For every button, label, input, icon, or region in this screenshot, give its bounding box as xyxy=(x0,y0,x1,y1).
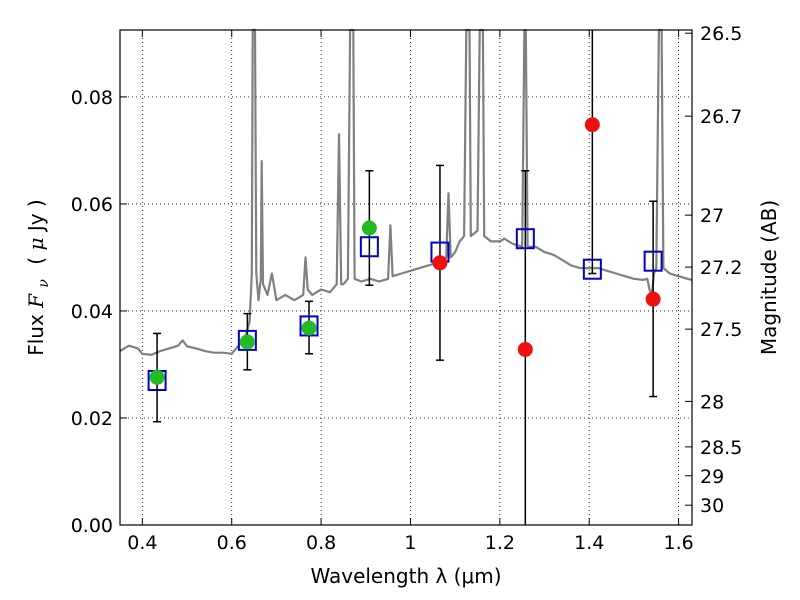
y-axis-title-open: ( xyxy=(24,251,48,265)
x-tick-label: 1.2 xyxy=(485,532,515,554)
marker-layer xyxy=(147,117,663,392)
y-axis-title: Flux F ν ( μ Jy ) xyxy=(24,199,53,356)
x-tick-label: 1 xyxy=(404,532,416,554)
y-tick-label: 0.06 xyxy=(71,194,113,216)
y-axis-title-var: F xyxy=(24,293,48,309)
y-tick-label: 0.00 xyxy=(71,515,113,537)
model-photometry-square xyxy=(643,250,663,272)
errorbar-layer xyxy=(153,30,658,525)
spectrum-layer xyxy=(119,28,693,356)
y-axis-title-unit: Jy ) xyxy=(24,199,48,233)
tick-layer: 0.4 0.6 0.8 1 1.2 1.4 1.6 0.00 0.02 0.04 0.06 0.08 2… xyxy=(71,23,743,554)
model-spectrum-line xyxy=(119,28,693,356)
y2-tick-label: 27.2 xyxy=(700,257,742,279)
x-tick-label: 1.4 xyxy=(574,532,604,554)
y-tick-label: 0.04 xyxy=(71,301,113,323)
observed-flux-point xyxy=(361,220,377,236)
observed-flux-point xyxy=(517,341,533,357)
y-tick-label: 0.08 xyxy=(71,87,113,109)
y2-axis-title: Magnitude (AB) xyxy=(757,200,781,355)
x-tick-label: 0.6 xyxy=(217,532,247,554)
model-photometry-square xyxy=(515,228,535,250)
observed-flux-point xyxy=(239,334,255,350)
observed-flux-point xyxy=(432,255,448,271)
y-axis-title-pre: Flux xyxy=(24,308,48,356)
y2-tick-label: 27.5 xyxy=(700,319,742,341)
model-photometry-square xyxy=(359,236,379,258)
model-photometry-square xyxy=(582,258,602,280)
model-photometry-square xyxy=(237,329,257,351)
y2-tick-label: 26.5 xyxy=(700,23,742,45)
x-axis-title: Wavelength λ (μm) xyxy=(310,564,501,588)
y2-tick-label: 29 xyxy=(700,466,724,488)
y-axis-title-mu: μ xyxy=(24,238,48,251)
x-tick-label: 0.4 xyxy=(127,532,157,554)
x-tick-label: 1.6 xyxy=(663,532,693,554)
y2-tick-label: 27 xyxy=(700,205,724,227)
observed-flux-point xyxy=(149,369,165,385)
y2-tick-label: 28.5 xyxy=(700,437,742,459)
y2-tick-label: 26.7 xyxy=(700,106,742,128)
y2-tick-label: 30 xyxy=(700,495,724,517)
grid-layer xyxy=(120,30,692,526)
observed-flux-point xyxy=(584,117,600,133)
y2-tick-label: 28 xyxy=(700,391,724,413)
observed-flux-point xyxy=(645,291,661,307)
plot-frame xyxy=(119,29,693,526)
y-tick-label: 0.02 xyxy=(71,408,113,430)
x-tick-label: 0.8 xyxy=(306,532,336,554)
observed-flux-point xyxy=(301,320,317,336)
y-axis-title-sub: ν xyxy=(36,279,52,288)
